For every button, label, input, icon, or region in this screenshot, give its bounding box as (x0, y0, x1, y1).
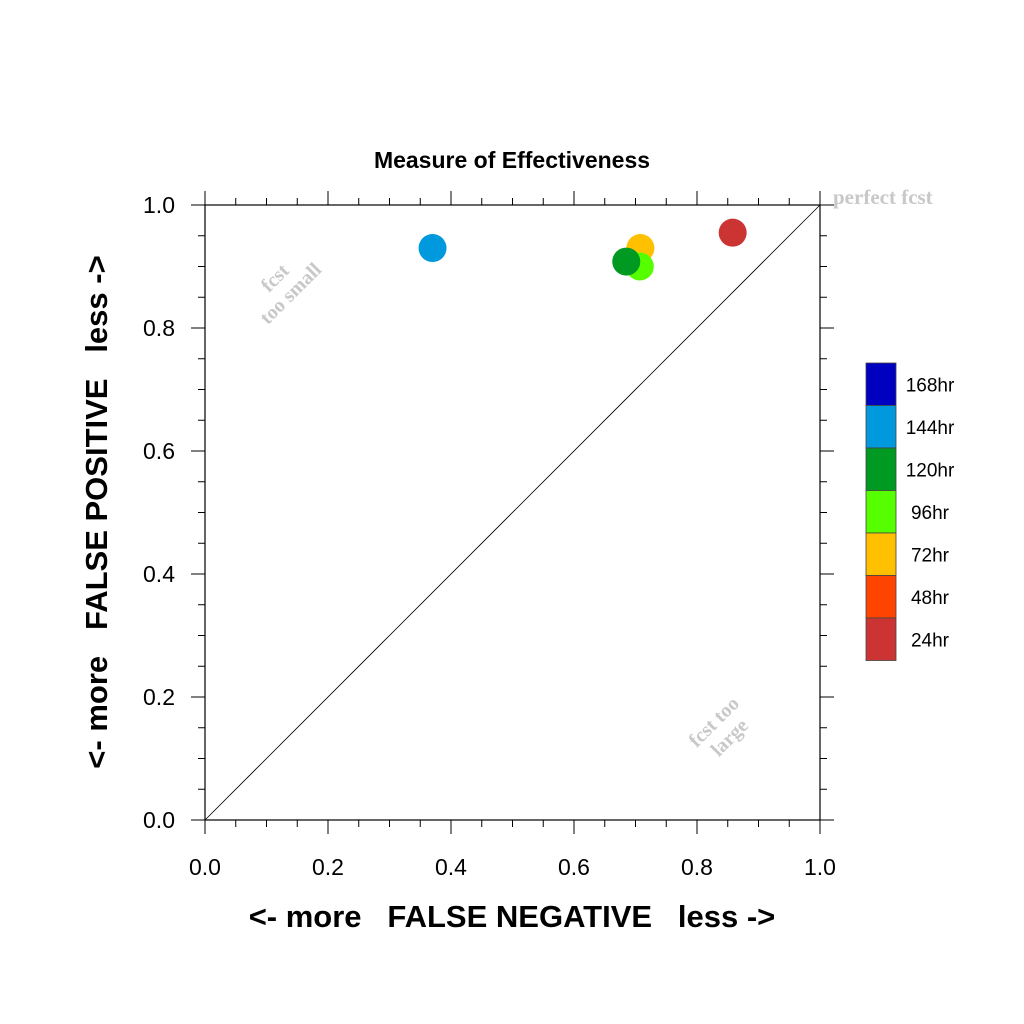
legend-label-96hr: 96hr (911, 503, 950, 524)
legend-swatch-96hr (865, 490, 897, 534)
x-tick-label: 0.8 (681, 854, 713, 880)
legend-swatch-120hr (865, 447, 897, 491)
legend-label-72hr: 72hr (911, 545, 950, 566)
data-point-24hr (718, 218, 747, 247)
data-point-120hr (612, 247, 641, 276)
reference-diagonal-line (204, 204, 821, 821)
legend-label-168hr: 168hr (906, 375, 955, 396)
annotation-fcst-too-large: fcst too large (685, 693, 753, 761)
x-tick-label: 0.2 (312, 854, 344, 880)
legend-label-24hr: 24hr (911, 630, 950, 651)
x-tick-labels: 0.0 0.2 0.4 0.6 0.8 1.0 (189, 854, 836, 880)
x-axis-label: <- more FALSE NEGATIVE less -> (249, 899, 776, 934)
y-tick-label: 0.4 (143, 561, 175, 587)
y-axis-label: <- more FALSE POSITIVE less -> (79, 255, 114, 768)
y-tick-label: 0.2 (143, 684, 175, 710)
x-tick-label: 0.4 (435, 854, 467, 880)
y-tick-label: 0.8 (143, 315, 175, 341)
data-point-144hr (418, 234, 447, 263)
y-tick-label: 0.6 (143, 438, 175, 464)
plot-area: 0.0 0.2 0.4 0.6 0.8 1.0 0.0 0.2 0.4 0.6 0.8 1.0 (143, 191, 836, 880)
data-points (418, 218, 747, 281)
legend-swatch-24hr (865, 617, 897, 661)
y-tick-labels: 0.0 0.2 0.4 0.6 0.8 1.0 (143, 192, 175, 833)
legend-label-48hr: 48hr (911, 588, 950, 609)
legend-label-144hr: 144hr (906, 418, 955, 439)
chart-title: Measure of Effectiveness (374, 147, 650, 173)
y-tick-label: 1.0 (143, 192, 175, 218)
legend: 168hr 144hr 120hr 96hr 72hr 48hr 24hr (865, 362, 955, 661)
legend-swatch-168hr (865, 362, 897, 406)
legend-swatch-144hr (865, 405, 897, 449)
annotation-too-small-line2: too small (256, 258, 326, 328)
annotation-fcst-too-small: fcst too small (256, 258, 326, 328)
x-tick-label: 0.6 (558, 854, 590, 880)
x-tick-label: 1.0 (804, 854, 836, 880)
y-tick-label: 0.0 (143, 807, 175, 833)
x-tick-label: 0.0 (189, 854, 221, 880)
axis-ticks (191, 191, 834, 834)
legend-label-120hr: 120hr (906, 460, 955, 481)
legend-swatch-72hr (865, 532, 897, 576)
annotation-perfect-fcst: perfect fcst (833, 185, 933, 209)
legend-swatch-48hr (865, 575, 897, 619)
